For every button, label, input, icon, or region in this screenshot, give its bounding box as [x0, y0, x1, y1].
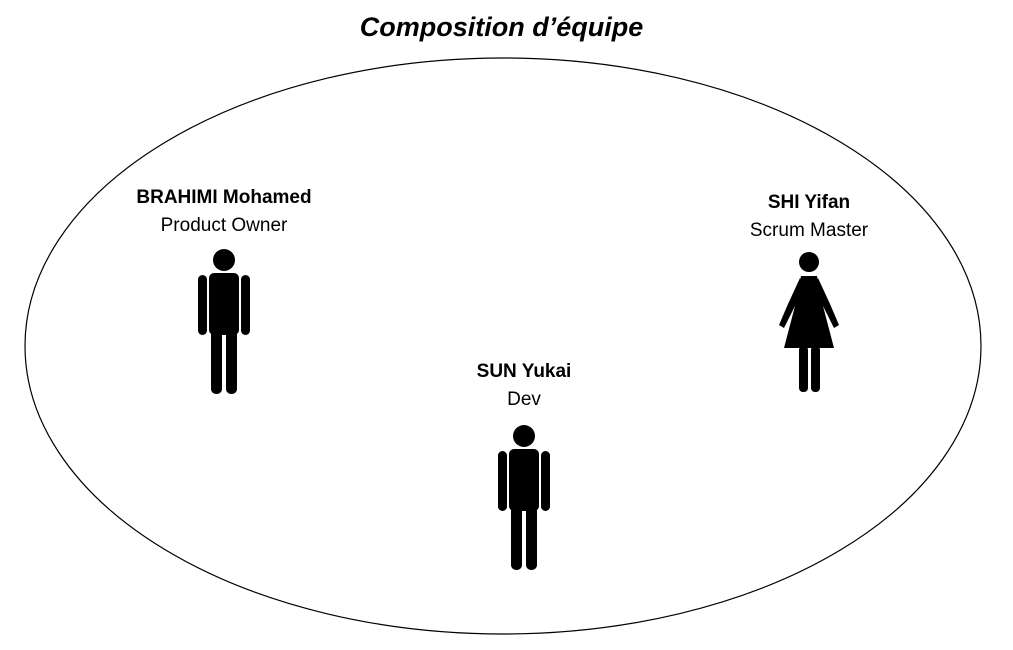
member-name: BRAHIMI Mohamed: [136, 187, 312, 208]
woman-icon: [779, 252, 839, 392]
member-role: Scrum Master: [749, 220, 869, 241]
team-member-sun: SUN Yukai Dev: [404, 358, 644, 570]
member-name: SUN Yukai: [476, 361, 572, 382]
diagram-title: Composition d’équipe: [359, 12, 644, 42]
man-icon: [498, 425, 550, 570]
man-icon: [198, 249, 250, 394]
team-member-brahimi: BRAHIMI Mohamed Product Owner: [104, 184, 344, 394]
team-member-shi: SHI Yifan Scrum Master: [689, 189, 929, 392]
member-name: SHI Yifan: [767, 192, 851, 213]
member-role: Product Owner: [160, 215, 288, 236]
member-role: Dev: [507, 389, 541, 410]
